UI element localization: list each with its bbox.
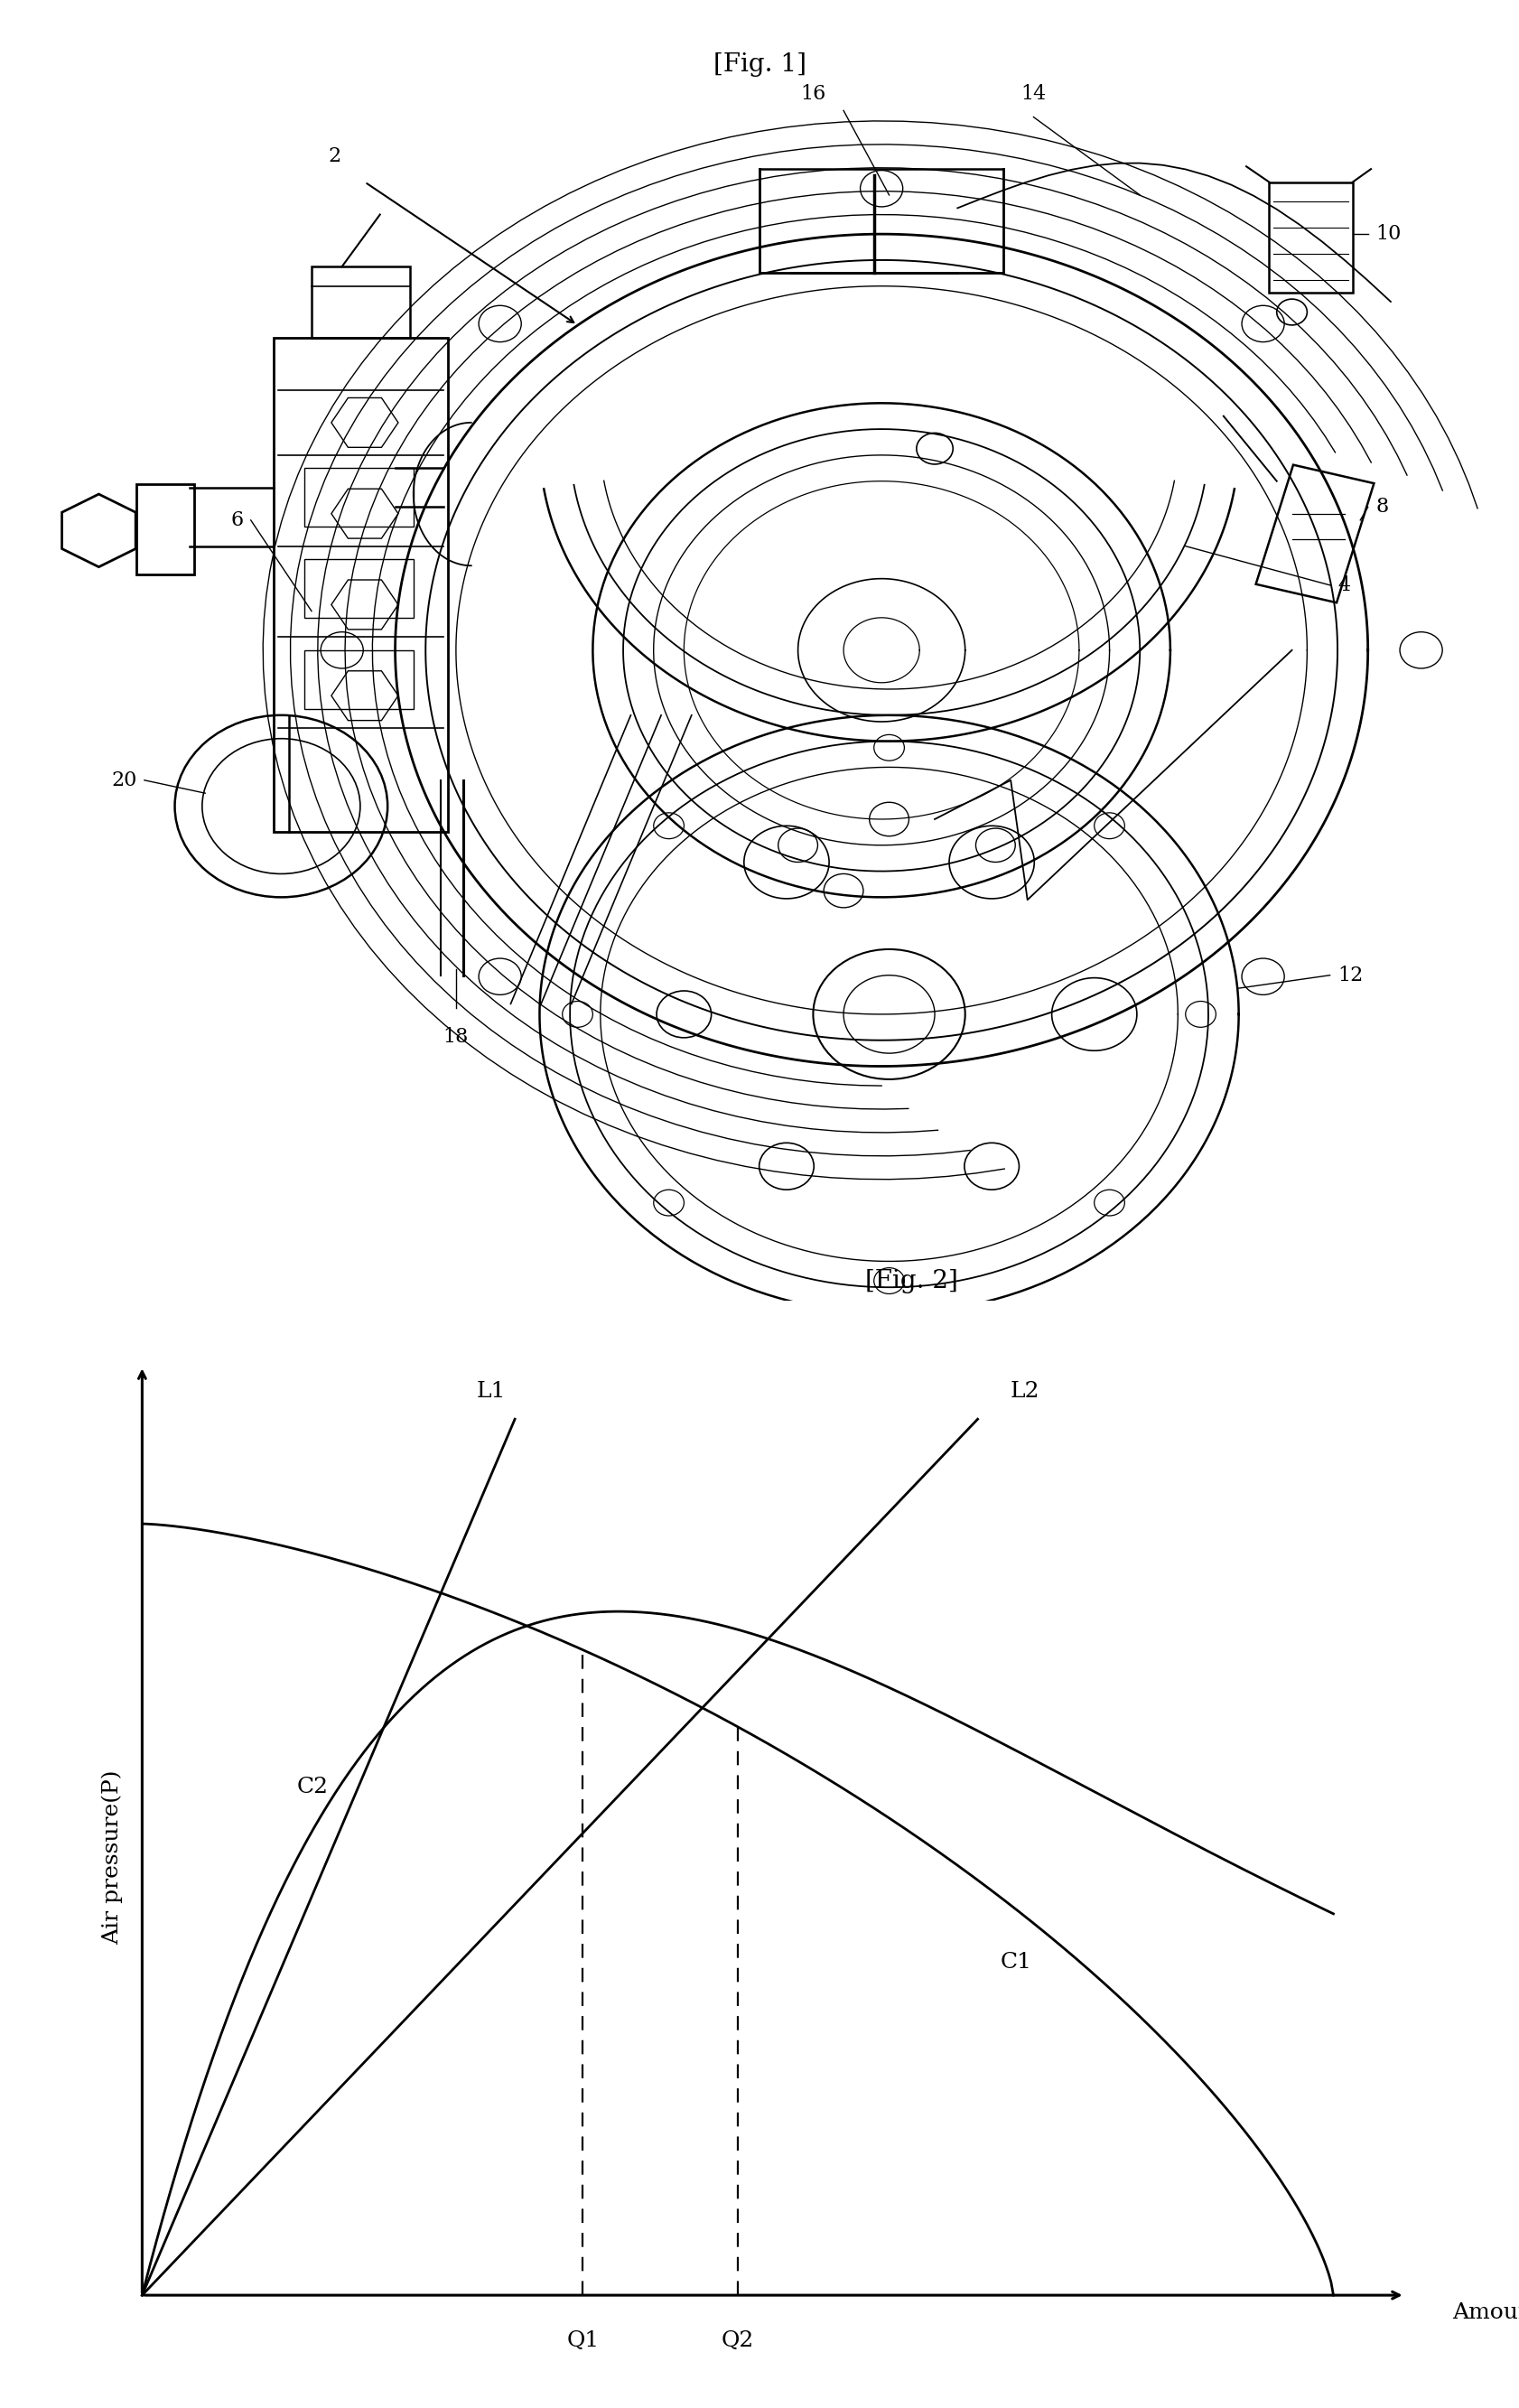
Text: C2: C2 xyxy=(296,1777,328,1796)
Text: Q2: Q2 xyxy=(722,2331,753,2350)
Text: 14: 14 xyxy=(1021,84,1045,104)
Bar xyxy=(304,559,413,616)
Text: 4: 4 xyxy=(1337,576,1349,595)
Text: Q1: Q1 xyxy=(567,2331,598,2350)
Bar xyxy=(304,467,413,527)
Bar xyxy=(1255,465,1373,602)
Text: 8: 8 xyxy=(1375,496,1387,518)
Text: 16: 16 xyxy=(801,84,825,104)
Text: [Fig. 2]: [Fig. 2] xyxy=(864,1269,958,1293)
Text: 20: 20 xyxy=(111,771,137,790)
Bar xyxy=(137,484,194,576)
Bar xyxy=(304,650,413,708)
Bar xyxy=(273,337,448,833)
Text: Air pressure(P): Air pressure(P) xyxy=(102,1770,123,1943)
Text: 12: 12 xyxy=(1337,966,1363,985)
Text: 18: 18 xyxy=(444,1028,468,1047)
Text: C1: C1 xyxy=(1000,1953,1031,1972)
Bar xyxy=(311,267,410,337)
Bar xyxy=(1268,183,1352,291)
Text: 2: 2 xyxy=(328,147,340,166)
Text: L1: L1 xyxy=(475,1380,506,1401)
Text: Amount of air (Q): Amount of air (Q) xyxy=(1452,2302,1519,2324)
Text: 10: 10 xyxy=(1375,224,1401,243)
Text: 6: 6 xyxy=(231,510,243,530)
Text: L2: L2 xyxy=(1010,1380,1039,1401)
Text: [Fig. 1]: [Fig. 1] xyxy=(712,53,807,77)
